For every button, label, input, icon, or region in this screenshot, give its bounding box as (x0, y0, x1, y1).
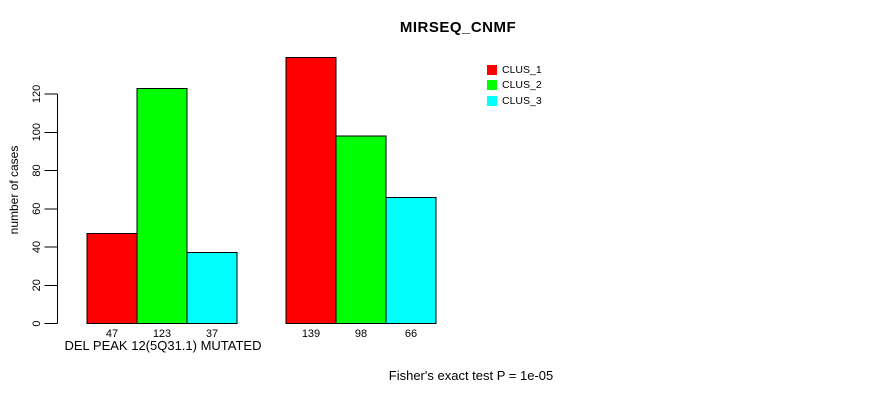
legend-color-swatch (487, 80, 497, 91)
legend-label: CLUS_3 (502, 94, 542, 107)
legend-label: CLUS_2 (502, 79, 542, 91)
y-axis-tick-label: 20 (31, 279, 43, 291)
legend-item: CLUS_3 (487, 93, 542, 109)
bar-clus_3-group-2 (385, 196, 437, 324)
y-axis-tick-label: 100 (31, 123, 43, 141)
bar-clus_1-group-2 (285, 57, 337, 324)
annotation-text: Fisher's exact test P = 1e-05 (388, 368, 554, 383)
legend-item: CLUS_1 (487, 62, 542, 78)
y-axis-tick-label: 0 (31, 320, 43, 326)
legend: CLUS_1 CLUS_2 CLUS_3 (487, 62, 542, 109)
x-axis-title: DEL PEAK 12(5Q31.1) MUTATED (64, 338, 262, 353)
bar-clus_1-group-1 (86, 233, 138, 324)
bar-clus_2-group-1 (136, 87, 188, 324)
bar-value-label: 47 (106, 328, 118, 340)
y-axis-tick-label: 60 (31, 203, 43, 215)
bar-value-label: 37 (206, 328, 218, 340)
legend-color-swatch (487, 95, 497, 106)
chart-title: MIRSEQ_CNMF (399, 19, 517, 36)
bar-clus_2-group-2 (335, 135, 387, 324)
legend-item: CLUS_2 (487, 78, 542, 94)
bar-value-label: 123 (153, 328, 171, 340)
bar-clus_3-group-1 (186, 252, 238, 324)
y-axis-tick-label: 80 (31, 164, 43, 176)
legend-label: CLUS_1 (502, 63, 542, 76)
bar-value-label: 98 (355, 328, 367, 340)
y-axis-tick-label: 40 (31, 241, 43, 253)
y-axis-tick-label: 120 (31, 85, 43, 103)
bar-value-label: 139 (302, 328, 320, 340)
bar-value-label: 66 (405, 328, 417, 340)
legend-color-swatch (487, 64, 497, 75)
